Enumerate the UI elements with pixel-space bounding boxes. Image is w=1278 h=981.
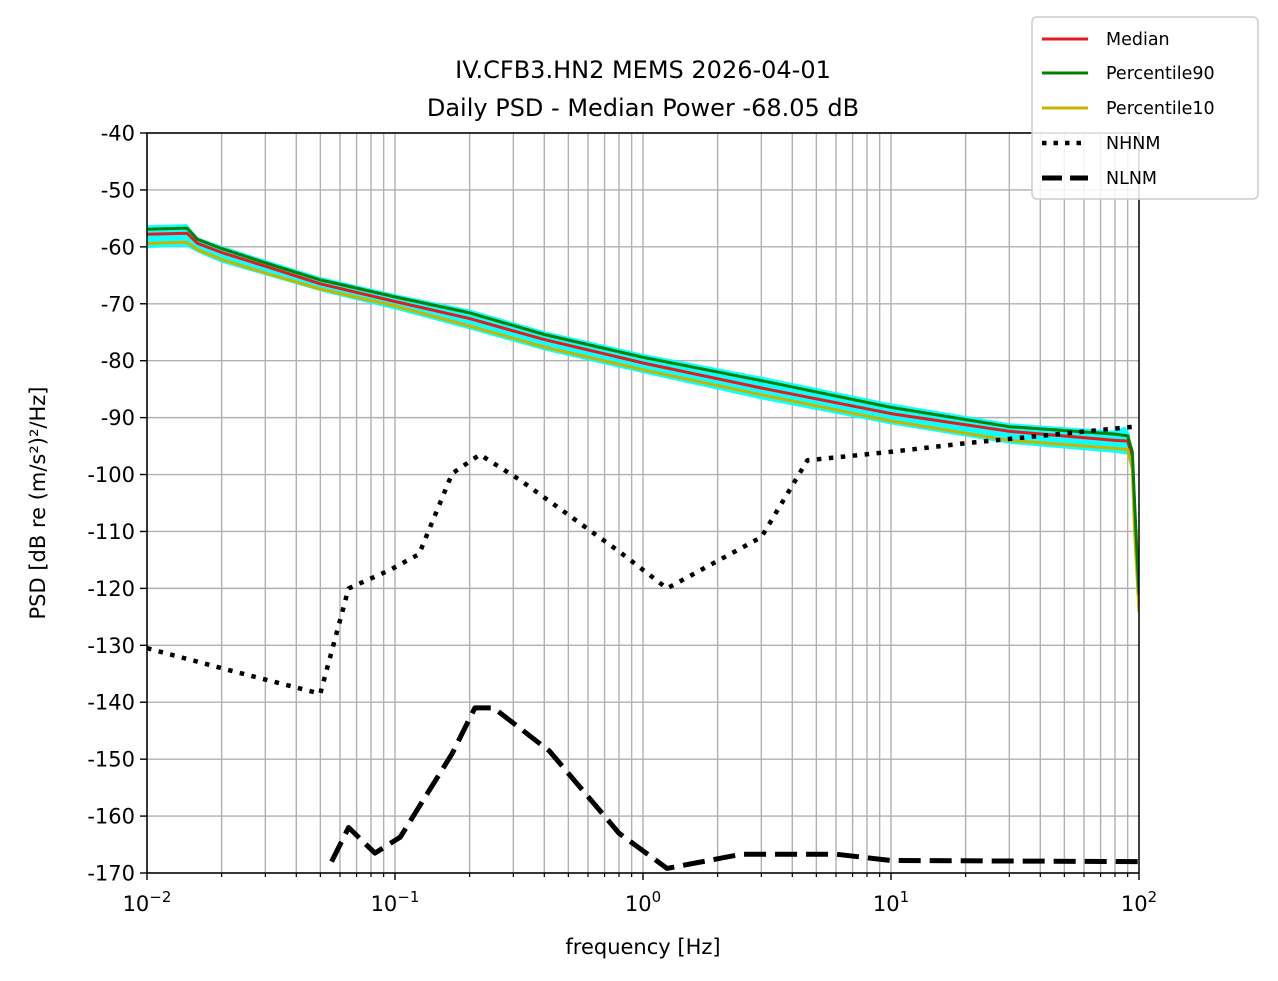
chart-subtitle: Daily PSD - Median Power -68.05 dB bbox=[427, 94, 859, 122]
y-tick-label: -170 bbox=[87, 862, 135, 886]
y-tick-label: -130 bbox=[87, 634, 135, 658]
x-tick-label: 101 bbox=[873, 888, 909, 916]
legend-box bbox=[1031, 16, 1259, 200]
series-layer bbox=[147, 226, 1139, 871]
y-tick-label: -50 bbox=[101, 178, 135, 202]
y-tick-label: -140 bbox=[87, 691, 135, 715]
y-tick-label: -160 bbox=[87, 805, 135, 829]
chart-title: IV.CFB3.HN2 MEMS 2026-04-01 bbox=[455, 56, 831, 84]
x-axis-label: frequency [Hz] bbox=[565, 935, 720, 959]
y-tick-label: -90 bbox=[101, 406, 135, 430]
grid bbox=[146, 132, 1139, 874]
y-tick-label: -40 bbox=[101, 122, 135, 146]
legend-label-nlnm: NLNM bbox=[1106, 169, 1157, 189]
y-tick-label: -110 bbox=[87, 520, 135, 544]
x-tick-label: 100 bbox=[625, 888, 661, 916]
axes: -40 -50 -60 -70 -80 -90 -100 -110 -120 -130 -140 -1… bbox=[87, 122, 1157, 917]
y-tick-label: -80 bbox=[101, 349, 135, 373]
legend-label-nhnm: NHNM bbox=[1106, 134, 1160, 154]
series-line-percentile90 bbox=[147, 226, 1139, 596]
x-tick-label: 102 bbox=[1121, 888, 1157, 916]
y-tick-label: -100 bbox=[87, 463, 135, 487]
plot-area bbox=[147, 224, 1139, 871]
series-line-percentile10 bbox=[147, 240, 1139, 613]
y-tick-label: -120 bbox=[87, 577, 135, 601]
spread-band bbox=[147, 224, 1139, 623]
legend: Median Percentile90 Percentile10 NHNM NLNM bbox=[1031, 16, 1259, 200]
legend-label-percentile10: Percentile10 bbox=[1106, 99, 1215, 119]
legend-label-percentile90: Percentile90 bbox=[1106, 64, 1215, 84]
legend-label-median: Median bbox=[1106, 30, 1170, 50]
x-tick-label: 10−1 bbox=[371, 888, 420, 916]
y-tick-label: -150 bbox=[87, 748, 135, 772]
series-line-nlnm bbox=[329, 705, 1139, 871]
y-tick-label: -60 bbox=[101, 235, 135, 259]
y-tick-label: -70 bbox=[101, 292, 135, 316]
y-axis-label: PSD [dB re (m/s²)²/Hz] bbox=[26, 387, 50, 620]
x-tick-label: 10−2 bbox=[123, 888, 172, 916]
